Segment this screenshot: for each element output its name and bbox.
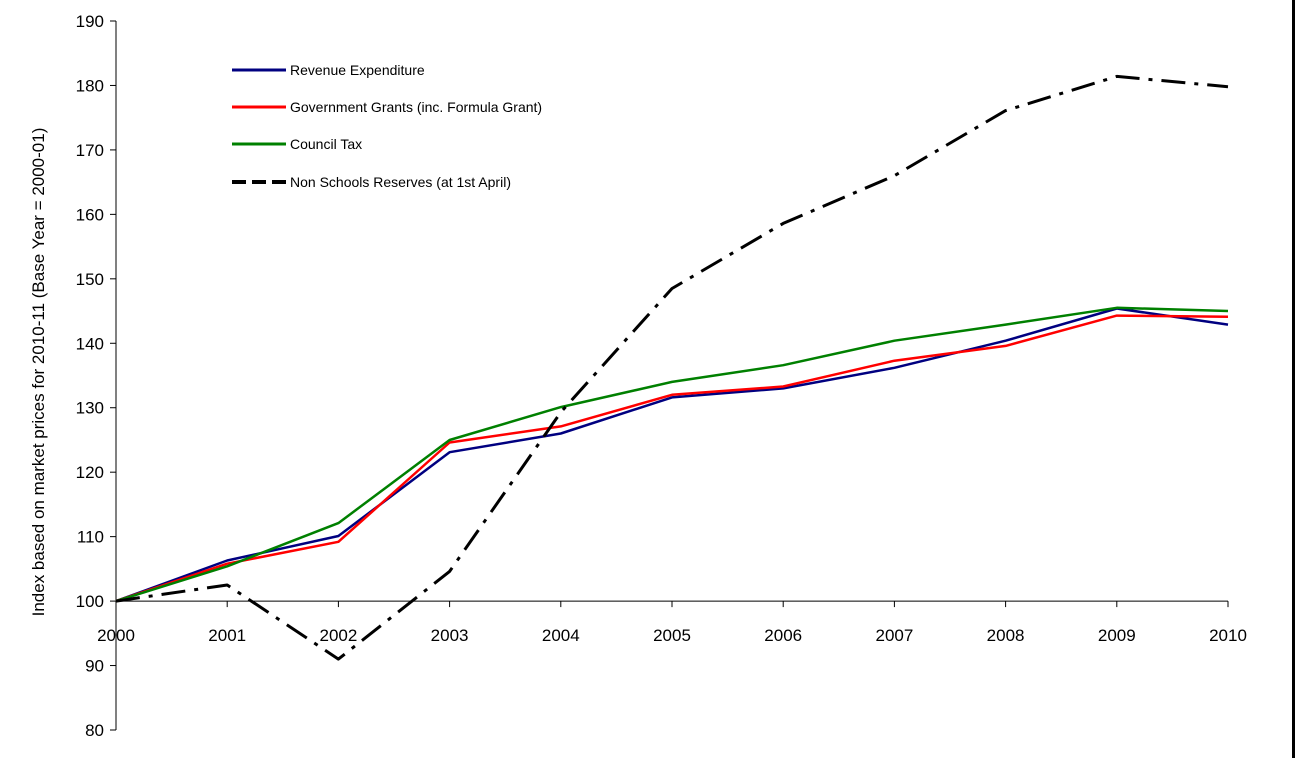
x-tick-label: 2006 <box>764 626 802 645</box>
x-tick-label: 2004 <box>542 626 580 645</box>
y-tick-label: 140 <box>76 334 104 353</box>
x-tick-label: 2008 <box>987 626 1025 645</box>
x-tick-label: 2009 <box>1098 626 1136 645</box>
data-point <box>336 540 340 544</box>
y-tick-label: 110 <box>77 528 104 547</box>
x-tick-label: 2003 <box>431 626 469 645</box>
x-tick-label: 2002 <box>319 626 357 645</box>
y-tick-label: 170 <box>76 141 104 160</box>
data-point <box>448 569 452 573</box>
y-tick-label: 150 <box>76 270 104 289</box>
page-border <box>1292 0 1295 758</box>
data-point <box>336 521 340 525</box>
series-line <box>115 74 1229 661</box>
data-point <box>1004 323 1008 327</box>
data-point <box>1226 309 1230 313</box>
data-point <box>892 174 896 178</box>
x-tick-label: 2005 <box>653 626 691 645</box>
data-point <box>1115 314 1119 318</box>
data-point <box>892 339 896 343</box>
data-point <box>892 359 896 363</box>
data-point <box>336 534 340 538</box>
axes: 80 90 100 110 120 130 140 150 160 170 180 190 2000 20… <box>76 12 1247 740</box>
y-axis-label: Index based on market prices for 2010-11… <box>29 128 48 617</box>
data-point <box>225 583 229 587</box>
x-tick-label: 2010 <box>1209 626 1247 645</box>
legend: Revenue Expenditure Government Grants (in… <box>232 62 542 190</box>
series-line <box>115 307 1229 603</box>
series-line <box>115 314 1229 603</box>
data-point <box>559 410 563 414</box>
data-point <box>1004 109 1008 113</box>
data-point <box>448 450 452 454</box>
data-point <box>670 393 674 397</box>
data-point <box>670 286 674 290</box>
data-point <box>225 564 229 568</box>
data-point <box>1226 85 1230 89</box>
y-tick-label: 90 <box>85 657 104 676</box>
data-point <box>1115 306 1119 310</box>
data-point <box>1004 339 1008 343</box>
data-point <box>670 380 674 384</box>
data-point <box>1226 315 1230 319</box>
x-tick-label: 2001 <box>208 626 246 645</box>
series-lines <box>114 74 1230 661</box>
legend-label: Government Grants (inc. Formula Grant) <box>290 99 542 115</box>
data-point <box>1004 344 1008 348</box>
y-tick-label: 120 <box>76 463 104 482</box>
data-point <box>892 366 896 370</box>
data-point <box>114 599 118 603</box>
y-tick-label: 160 <box>76 205 104 224</box>
y-tick-label: 190 <box>76 12 104 31</box>
data-point <box>559 424 563 428</box>
data-point <box>781 384 785 388</box>
y-tick-label: 80 <box>85 721 104 740</box>
y-tick-label: 180 <box>76 76 104 95</box>
data-point <box>1115 74 1119 78</box>
legend-label: Council Tax <box>290 136 362 152</box>
legend-label: Revenue Expenditure <box>290 62 425 78</box>
x-tick-label: 2000 <box>97 626 135 645</box>
y-tick-label: 130 <box>76 399 104 418</box>
series-line <box>115 306 1229 603</box>
x-tick-label: 2007 <box>875 626 913 645</box>
data-point <box>336 657 340 661</box>
y-tick-label: 100 <box>76 592 104 611</box>
data-point <box>781 363 785 367</box>
data-point <box>559 432 563 436</box>
data-point <box>448 438 452 442</box>
data-point <box>781 221 785 225</box>
legend-label: Non Schools Reserves (at 1st April) <box>290 174 511 190</box>
data-point <box>1226 323 1230 327</box>
